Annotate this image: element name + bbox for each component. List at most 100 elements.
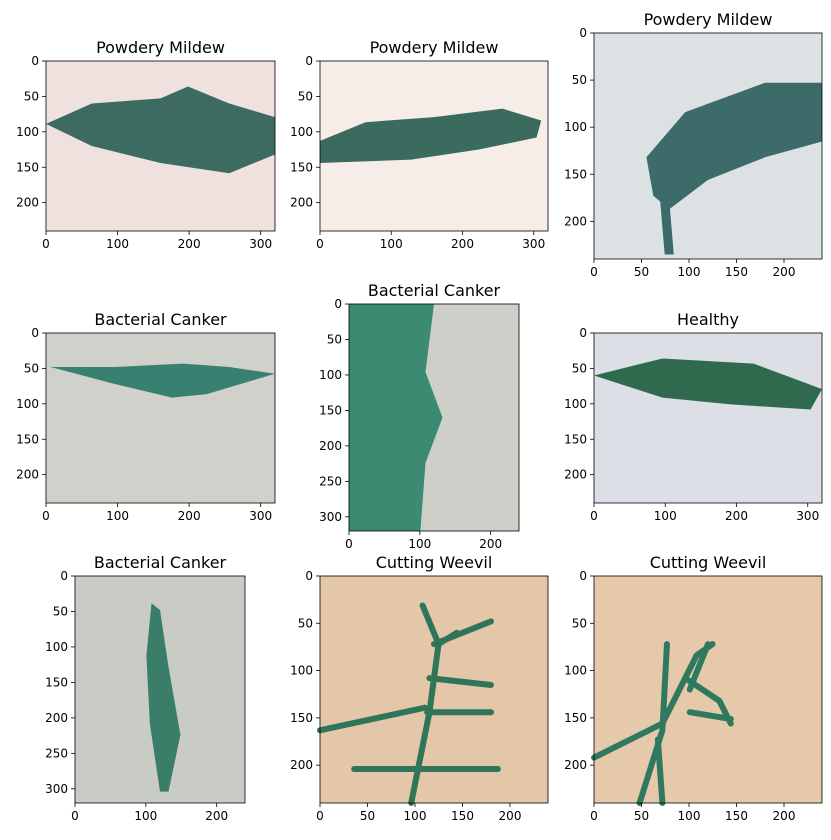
y-tick-label: 150: [564, 167, 587, 181]
y-tick-label: 100: [319, 368, 342, 382]
axes-frame: [319, 60, 549, 232]
x-tick-label: 150: [725, 809, 748, 823]
subplot-title: Cutting Weevil: [376, 553, 493, 572]
y-tick-label: 50: [298, 616, 313, 630]
subplot-title: Bacterial Canker: [94, 553, 227, 572]
x-tick-label: 200: [499, 809, 522, 823]
y-tick-label: 250: [45, 746, 68, 760]
leaf: [320, 108, 542, 163]
y-tick-label: 250: [319, 474, 342, 488]
image: [594, 333, 822, 503]
y-tick-label: 200: [564, 468, 587, 482]
y-tick-label: 0: [579, 26, 587, 40]
x-tick-label: 200: [479, 537, 502, 551]
y-tick-label: 100: [16, 397, 39, 411]
x-tick-label: 100: [654, 509, 677, 523]
y-tick-label: 100: [564, 120, 587, 134]
leaf: [50, 363, 275, 398]
y-tick-label: 200: [290, 196, 313, 210]
x-tick-label: 0: [590, 809, 598, 823]
y-tick-label: 0: [305, 569, 313, 583]
x-tick-label: 100: [404, 809, 427, 823]
subplot-title: Bacterial Canker: [94, 310, 227, 329]
x-tick-label: 0: [42, 509, 50, 523]
leaf: [660, 200, 674, 255]
x-tick-label: 200: [773, 809, 796, 823]
y-tick-label: 0: [60, 569, 68, 583]
x-tick-label: 0: [71, 809, 79, 823]
leaf: [349, 304, 443, 531]
x-tick-label: 100: [678, 809, 701, 823]
x-tick-label: 50: [360, 809, 375, 823]
x-tick-label: 200: [451, 237, 474, 251]
y-tick-label: 300: [319, 510, 342, 524]
y-tick-label: 50: [572, 361, 587, 375]
axes-frame: [319, 575, 549, 804]
y-tick-label: 150: [45, 675, 68, 689]
leaf: [646, 82, 822, 210]
x-tick-label: 300: [522, 237, 545, 251]
x-tick-label: 100: [106, 509, 129, 523]
axes-frame: [593, 332, 823, 504]
y-tick-label: 150: [564, 711, 587, 725]
y-tick-label: 150: [290, 160, 313, 174]
image: [594, 576, 822, 803]
y-tick-label: 200: [16, 196, 39, 210]
x-tick-label: 0: [316, 809, 324, 823]
y-tick-label: 200: [290, 758, 313, 772]
subplot-title: Powdery Mildew: [96, 38, 225, 57]
leaf: [146, 603, 181, 792]
x-tick-label: 0: [345, 537, 353, 551]
x-tick-label: 100: [106, 237, 129, 251]
x-tick-label: 0: [42, 237, 50, 251]
x-tick-label: 0: [316, 237, 324, 251]
subplot-title: Cutting Weevil: [650, 553, 767, 572]
x-tick-label: 100: [134, 809, 157, 823]
y-tick-label: 0: [579, 326, 587, 340]
y-tick-label: 200: [319, 439, 342, 453]
x-tick-label: 100: [678, 265, 701, 279]
y-tick-label: 100: [290, 664, 313, 678]
y-tick-label: 50: [53, 604, 68, 618]
y-tick-label: 100: [564, 664, 587, 678]
x-tick-label: 300: [249, 237, 272, 251]
y-tick-label: 50: [24, 361, 39, 375]
leaf: [46, 86, 275, 174]
x-tick-label: 200: [178, 237, 201, 251]
stem: [426, 675, 494, 688]
y-tick-label: 200: [45, 711, 68, 725]
y-tick-label: 0: [31, 54, 39, 68]
axes-frame: [348, 303, 520, 532]
axes-frame: [45, 60, 276, 232]
y-tick-label: 100: [290, 125, 313, 139]
y-tick-label: 200: [564, 758, 587, 772]
y-tick-label: 200: [16, 468, 39, 482]
y-tick-label: 150: [16, 432, 39, 446]
subplot-title: Powdery Mildew: [370, 38, 499, 57]
y-tick-label: 150: [290, 711, 313, 725]
y-tick-label: 150: [16, 160, 39, 174]
x-tick-label: 50: [634, 809, 649, 823]
y-tick-label: 50: [298, 89, 313, 103]
y-tick-label: 100: [564, 397, 587, 411]
stem: [654, 736, 666, 806]
y-tick-label: 0: [305, 54, 313, 68]
axes-frame: [74, 575, 246, 804]
y-tick-label: 150: [564, 432, 587, 446]
y-tick-label: 150: [319, 403, 342, 417]
y-tick-label: 50: [327, 332, 342, 346]
y-tick-label: 200: [564, 214, 587, 228]
axes-frame: [593, 575, 823, 804]
subplot-title: Healthy: [677, 310, 739, 329]
stem: [686, 641, 711, 693]
stem: [431, 618, 494, 648]
x-tick-label: 0: [590, 509, 598, 523]
axes-frame: [593, 32, 823, 260]
subplot-title: Powdery Mildew: [644, 10, 773, 29]
subplot-title: Bacterial Canker: [368, 281, 501, 300]
y-tick-label: 100: [45, 640, 68, 654]
leaf: [594, 358, 822, 410]
x-tick-label: 200: [178, 509, 201, 523]
y-tick-label: 100: [16, 125, 39, 139]
x-tick-label: 200: [725, 509, 748, 523]
